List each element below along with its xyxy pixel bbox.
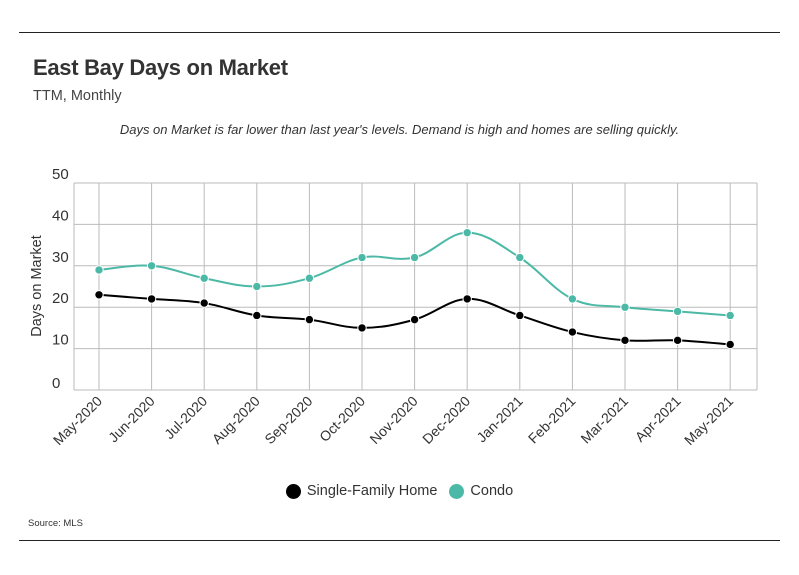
data-point-condo <box>567 294 578 304</box>
legend-swatch-single-family <box>285 483 301 499</box>
x-tick-label: Nov-2020 <box>366 393 420 447</box>
y-axis-label: Days on Market <box>29 235 45 337</box>
chart-subtitle: TTM, Monthly <box>33 88 122 104</box>
bottom-rule <box>19 540 780 541</box>
x-tick-label: May-2020 <box>50 393 105 448</box>
source-note: Source: MLS <box>28 518 83 529</box>
data-point-single-family <box>357 323 367 333</box>
x-tick-label: May-2021 <box>681 393 736 448</box>
legend-label-single-family: Single-Family Home <box>306 483 438 499</box>
data-point-condo <box>199 273 209 283</box>
legend-item-condo: Condo <box>449 483 513 499</box>
legend-item-single-family: Single-Family Home <box>285 483 438 499</box>
x-tick-label: Feb-2021 <box>525 393 579 447</box>
data-point-single-family <box>462 294 472 304</box>
top-rule <box>19 32 780 33</box>
x-tick-label: Jan-2021 <box>473 393 526 446</box>
data-point-single-family <box>304 314 315 325</box>
data-point-single-family <box>515 310 525 321</box>
data-point-single-family <box>252 310 262 321</box>
data-point-condo <box>620 302 630 312</box>
data-point-condo <box>725 310 735 321</box>
data-point-single-family <box>672 335 683 346</box>
data-point-condo <box>515 252 525 263</box>
legend-label-condo: Condo <box>470 483 514 499</box>
data-point-single-family <box>567 327 578 337</box>
y-tick-label: 40 <box>52 207 69 224</box>
x-tick-label: Mar-2021 <box>577 393 631 447</box>
y-tick-label: 20 <box>52 290 69 307</box>
data-point-condo <box>304 273 315 283</box>
data-point-single-family <box>725 339 735 350</box>
data-point-condo <box>146 261 157 271</box>
data-point-condo <box>462 227 472 238</box>
y-tick-label: 10 <box>52 332 69 349</box>
legend-swatch-condo <box>449 483 465 499</box>
x-tick-label: Apr-2021 <box>632 393 684 445</box>
y-tick-label: 50 <box>52 166 69 183</box>
legend: Single-Family Home Condo <box>0 483 799 499</box>
x-tick-label: Aug-2020 <box>209 393 263 447</box>
data-point-single-family <box>409 314 420 325</box>
x-tick-label: Jul-2020 <box>161 393 210 442</box>
x-tick-label: Jun-2020 <box>105 393 158 446</box>
y-tick-label: 30 <box>52 249 69 266</box>
data-point-condo <box>94 265 104 275</box>
x-tick-label: Oct-2020 <box>316 393 368 445</box>
x-tick-label: Sep-2020 <box>261 393 315 447</box>
data-point-condo <box>357 252 367 263</box>
data-point-condo <box>409 252 420 263</box>
data-point-single-family <box>199 298 209 308</box>
y-tick-label: 0 <box>52 375 60 392</box>
data-point-single-family <box>620 335 630 346</box>
x-tick-label: Dec-2020 <box>419 393 473 447</box>
data-point-condo <box>252 281 262 292</box>
data-point-condo <box>672 306 683 317</box>
data-point-single-family <box>146 294 157 304</box>
data-point-single-family <box>94 290 104 300</box>
chart-note: Days on Market is far lower than last ye… <box>119 122 680 137</box>
chart-title: East Bay Days on Market <box>33 55 288 80</box>
